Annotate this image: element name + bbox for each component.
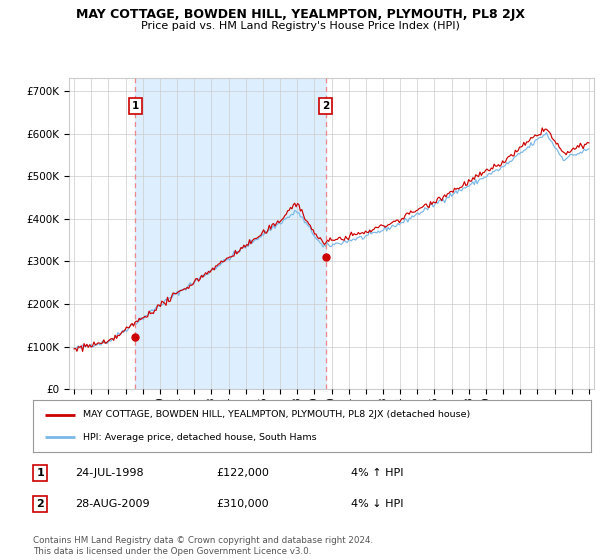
Text: 4% ↑ HPI: 4% ↑ HPI — [351, 468, 404, 478]
Text: 1: 1 — [37, 468, 44, 478]
Text: Price paid vs. HM Land Registry's House Price Index (HPI): Price paid vs. HM Land Registry's House … — [140, 21, 460, 31]
Text: 2: 2 — [322, 101, 329, 111]
Text: 4% ↓ HPI: 4% ↓ HPI — [351, 499, 404, 509]
Text: 2: 2 — [37, 499, 44, 509]
Text: £310,000: £310,000 — [216, 499, 269, 509]
Text: MAY COTTAGE, BOWDEN HILL, YEALMPTON, PLYMOUTH, PL8 2JX (detached house): MAY COTTAGE, BOWDEN HILL, YEALMPTON, PLY… — [83, 410, 470, 419]
Text: 24-JUL-1998: 24-JUL-1998 — [75, 468, 143, 478]
Text: £122,000: £122,000 — [216, 468, 269, 478]
Text: HPI: Average price, detached house, South Hams: HPI: Average price, detached house, Sout… — [83, 433, 317, 442]
Text: MAY COTTAGE, BOWDEN HILL, YEALMPTON, PLYMOUTH, PL8 2JX: MAY COTTAGE, BOWDEN HILL, YEALMPTON, PLY… — [76, 8, 524, 21]
Text: 1: 1 — [131, 101, 139, 111]
Text: Contains HM Land Registry data © Crown copyright and database right 2024.
This d: Contains HM Land Registry data © Crown c… — [33, 536, 373, 556]
Text: 28-AUG-2009: 28-AUG-2009 — [75, 499, 149, 509]
Bar — [135, 78, 326, 389]
